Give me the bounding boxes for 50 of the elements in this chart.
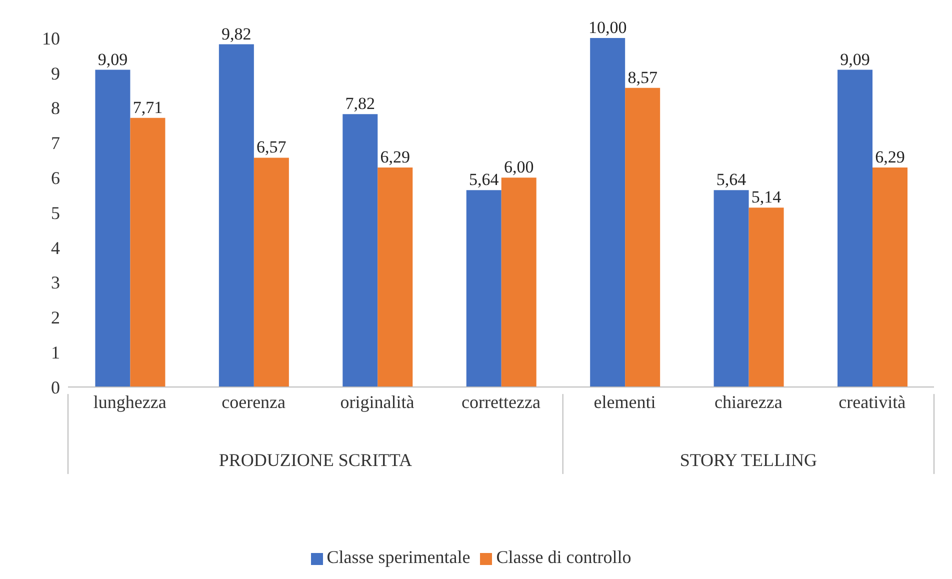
bar: [342, 114, 378, 387]
bar: [748, 208, 784, 387]
legend-label: Classe di controllo: [496, 547, 632, 567]
x-tick-label: elementi: [594, 392, 656, 412]
bar: [378, 167, 413, 387]
y-tick-label: 3: [51, 272, 60, 293]
data-label: 9,82: [222, 24, 252, 44]
text: PRODUZIONE SCRITTA: [218, 450, 412, 470]
data-label: 6,29: [380, 147, 410, 166]
x-tick-label: coerenza: [222, 392, 286, 412]
bar: [872, 167, 908, 387]
bar: [130, 118, 166, 387]
bar: [590, 38, 626, 387]
data-label: 6,29: [875, 147, 905, 166]
data-label: 5,14: [751, 188, 782, 207]
bar: [218, 44, 254, 387]
y-tick-label: 1: [51, 342, 60, 362]
y-tick-label: 0: [51, 377, 60, 398]
data-label: 9,09: [840, 50, 870, 69]
bar: [501, 178, 536, 387]
y-tick-label: 5: [51, 202, 60, 223]
data-label: 6,00: [504, 158, 534, 177]
bar: [254, 158, 289, 387]
data-label: 9,09: [98, 50, 128, 69]
bar: [714, 190, 749, 387]
x-tick-label: correttezza: [462, 392, 540, 412]
bar: [625, 88, 660, 387]
bar: [95, 70, 130, 387]
text: STORY TELLING: [680, 450, 818, 470]
y-tick-label: 7: [51, 133, 60, 154]
y-tick-label: 10: [42, 28, 60, 48]
data-label: 10,00: [588, 18, 627, 37]
y-tick-label: 6: [51, 168, 60, 188]
legend-label: Classe sperimentale: [326, 547, 470, 567]
y-tick-label: 4: [51, 238, 60, 258]
data-label: 7,71: [132, 98, 163, 117]
x-tick-label: chiarezza: [714, 392, 782, 412]
data-label: 7,82: [345, 94, 376, 114]
x-tick-label: originalità: [340, 392, 414, 412]
x-tick-label: creatività: [838, 392, 906, 412]
bar: [466, 190, 502, 387]
bar: [838, 70, 873, 387]
y-tick-label: 2: [51, 308, 60, 328]
data-label: 8,57: [628, 68, 658, 87]
data-label: 5,64: [716, 170, 747, 190]
y-tick-label: 9: [51, 63, 60, 84]
y-tick-label: 8: [51, 98, 60, 118]
data-label: 6,57: [256, 138, 287, 157]
x-tick-label: lunghezza: [93, 392, 166, 412]
data-label: 5,64: [468, 170, 500, 190]
